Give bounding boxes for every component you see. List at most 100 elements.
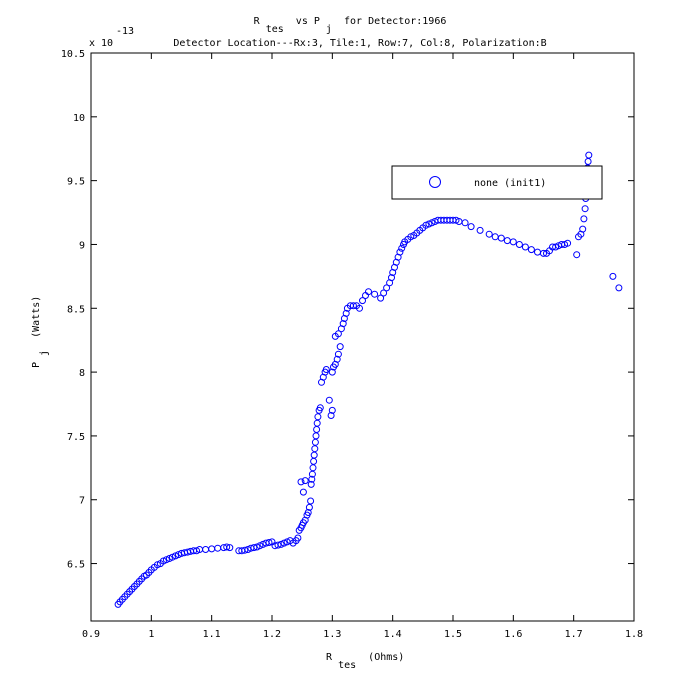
y-exponent-base: x 10 [89,38,113,49]
data-point [377,294,385,302]
y-label-subscript: j [39,350,50,356]
x-label-subscript: tes [338,660,356,671]
data-point [396,248,404,256]
title-vs-p: vs P [290,16,320,27]
x-axis-label: R tes (Ohms) [326,652,404,671]
y-label-p: P [31,362,42,368]
data-point [581,205,589,213]
data-point [334,330,342,338]
x-label-units: (Ohms) [362,652,404,663]
data-point [584,158,592,165]
data-point [342,309,350,317]
y-tick-label: 9.5 [67,177,85,188]
y-tick-label: 6.5 [67,560,85,571]
x-tick-label: 1.5 [444,629,462,640]
data-point [380,289,388,297]
data-point [540,249,547,257]
y-tick-label: 10.5 [61,49,85,60]
data-point [327,412,335,419]
data-point [339,320,347,328]
data-point [311,438,319,446]
data-point [322,366,330,373]
y-tick-label: 7 [79,496,85,507]
data-point [214,544,222,552]
x-tick-label: 1.6 [504,629,522,640]
chart-title-line1: R tes vs P j for Detector:1966 [254,16,447,35]
data-point [294,534,302,542]
data-point [564,239,572,247]
data-point [365,288,372,296]
data-point [314,413,322,421]
title-r-symbol: R [254,16,261,27]
title-p-subscript: j [326,24,332,35]
data-point [305,503,313,511]
data-point [349,302,357,310]
data-point [383,284,391,292]
chart-title-line2: Detector Location---Rx:3, Tile:1, Row:7,… [173,38,546,49]
data-point [371,290,379,298]
x-tick-label: 1.3 [323,629,341,640]
data-point [168,553,176,561]
data-point [256,542,264,550]
data-point [334,350,342,358]
x-tick-label: 1.2 [263,629,281,640]
y-exponent-power: -13 [116,26,134,37]
data-point [223,543,231,551]
x-label-r: R [326,652,333,663]
data-point [241,546,249,554]
title-r-subscript: tes [266,24,284,35]
y-tick-label: 7.5 [67,432,85,443]
data-point [527,246,535,254]
data-point [609,272,617,280]
legend-marker [429,176,441,188]
data-point [485,230,493,238]
data-point [615,284,623,292]
title-detector: for Detector:1966 [338,16,446,27]
data-point [274,541,282,549]
data-point [304,509,312,516]
data-point [307,497,315,505]
data-point [328,406,336,414]
data-points [114,151,623,608]
axis-ticks [90,52,635,621]
data-point [467,223,475,231]
data-point [580,215,588,223]
data-point [534,248,541,256]
data-point [333,355,341,363]
data-point [491,233,499,241]
x-tick-label: 1.4 [384,629,402,640]
data-point [208,545,216,553]
data-point [515,241,523,248]
y-tick-label: 8.5 [67,304,85,315]
legend-label: none (init1) [474,178,546,189]
data-point [301,477,309,485]
axes-box [90,52,635,622]
data-point [388,274,395,282]
data-point [573,251,581,259]
data-point [297,478,305,486]
y-tick-label: 8 [79,368,85,379]
data-point [313,426,321,433]
y-label-units: (Watts) [31,296,42,344]
data-point [476,226,484,234]
data-point [250,544,258,552]
x-tick-label: 1.8 [625,629,643,640]
data-point [307,480,315,488]
y-tick-label: 9 [79,240,85,251]
x-tick-label: 1 [148,629,154,640]
data-point [398,244,406,252]
y-tick-label: 10 [73,113,85,124]
data-point [308,475,316,483]
legend-box [391,165,603,200]
data-point [325,396,333,404]
y-axis-label: P j (Watts) [31,296,50,368]
data-point [356,304,363,312]
data-point [336,343,344,351]
data-point [265,539,273,546]
data-point [316,404,324,412]
data-point [312,432,320,440]
legend: none (init1) [391,165,603,200]
data-point [521,243,529,251]
data-point [202,546,210,553]
